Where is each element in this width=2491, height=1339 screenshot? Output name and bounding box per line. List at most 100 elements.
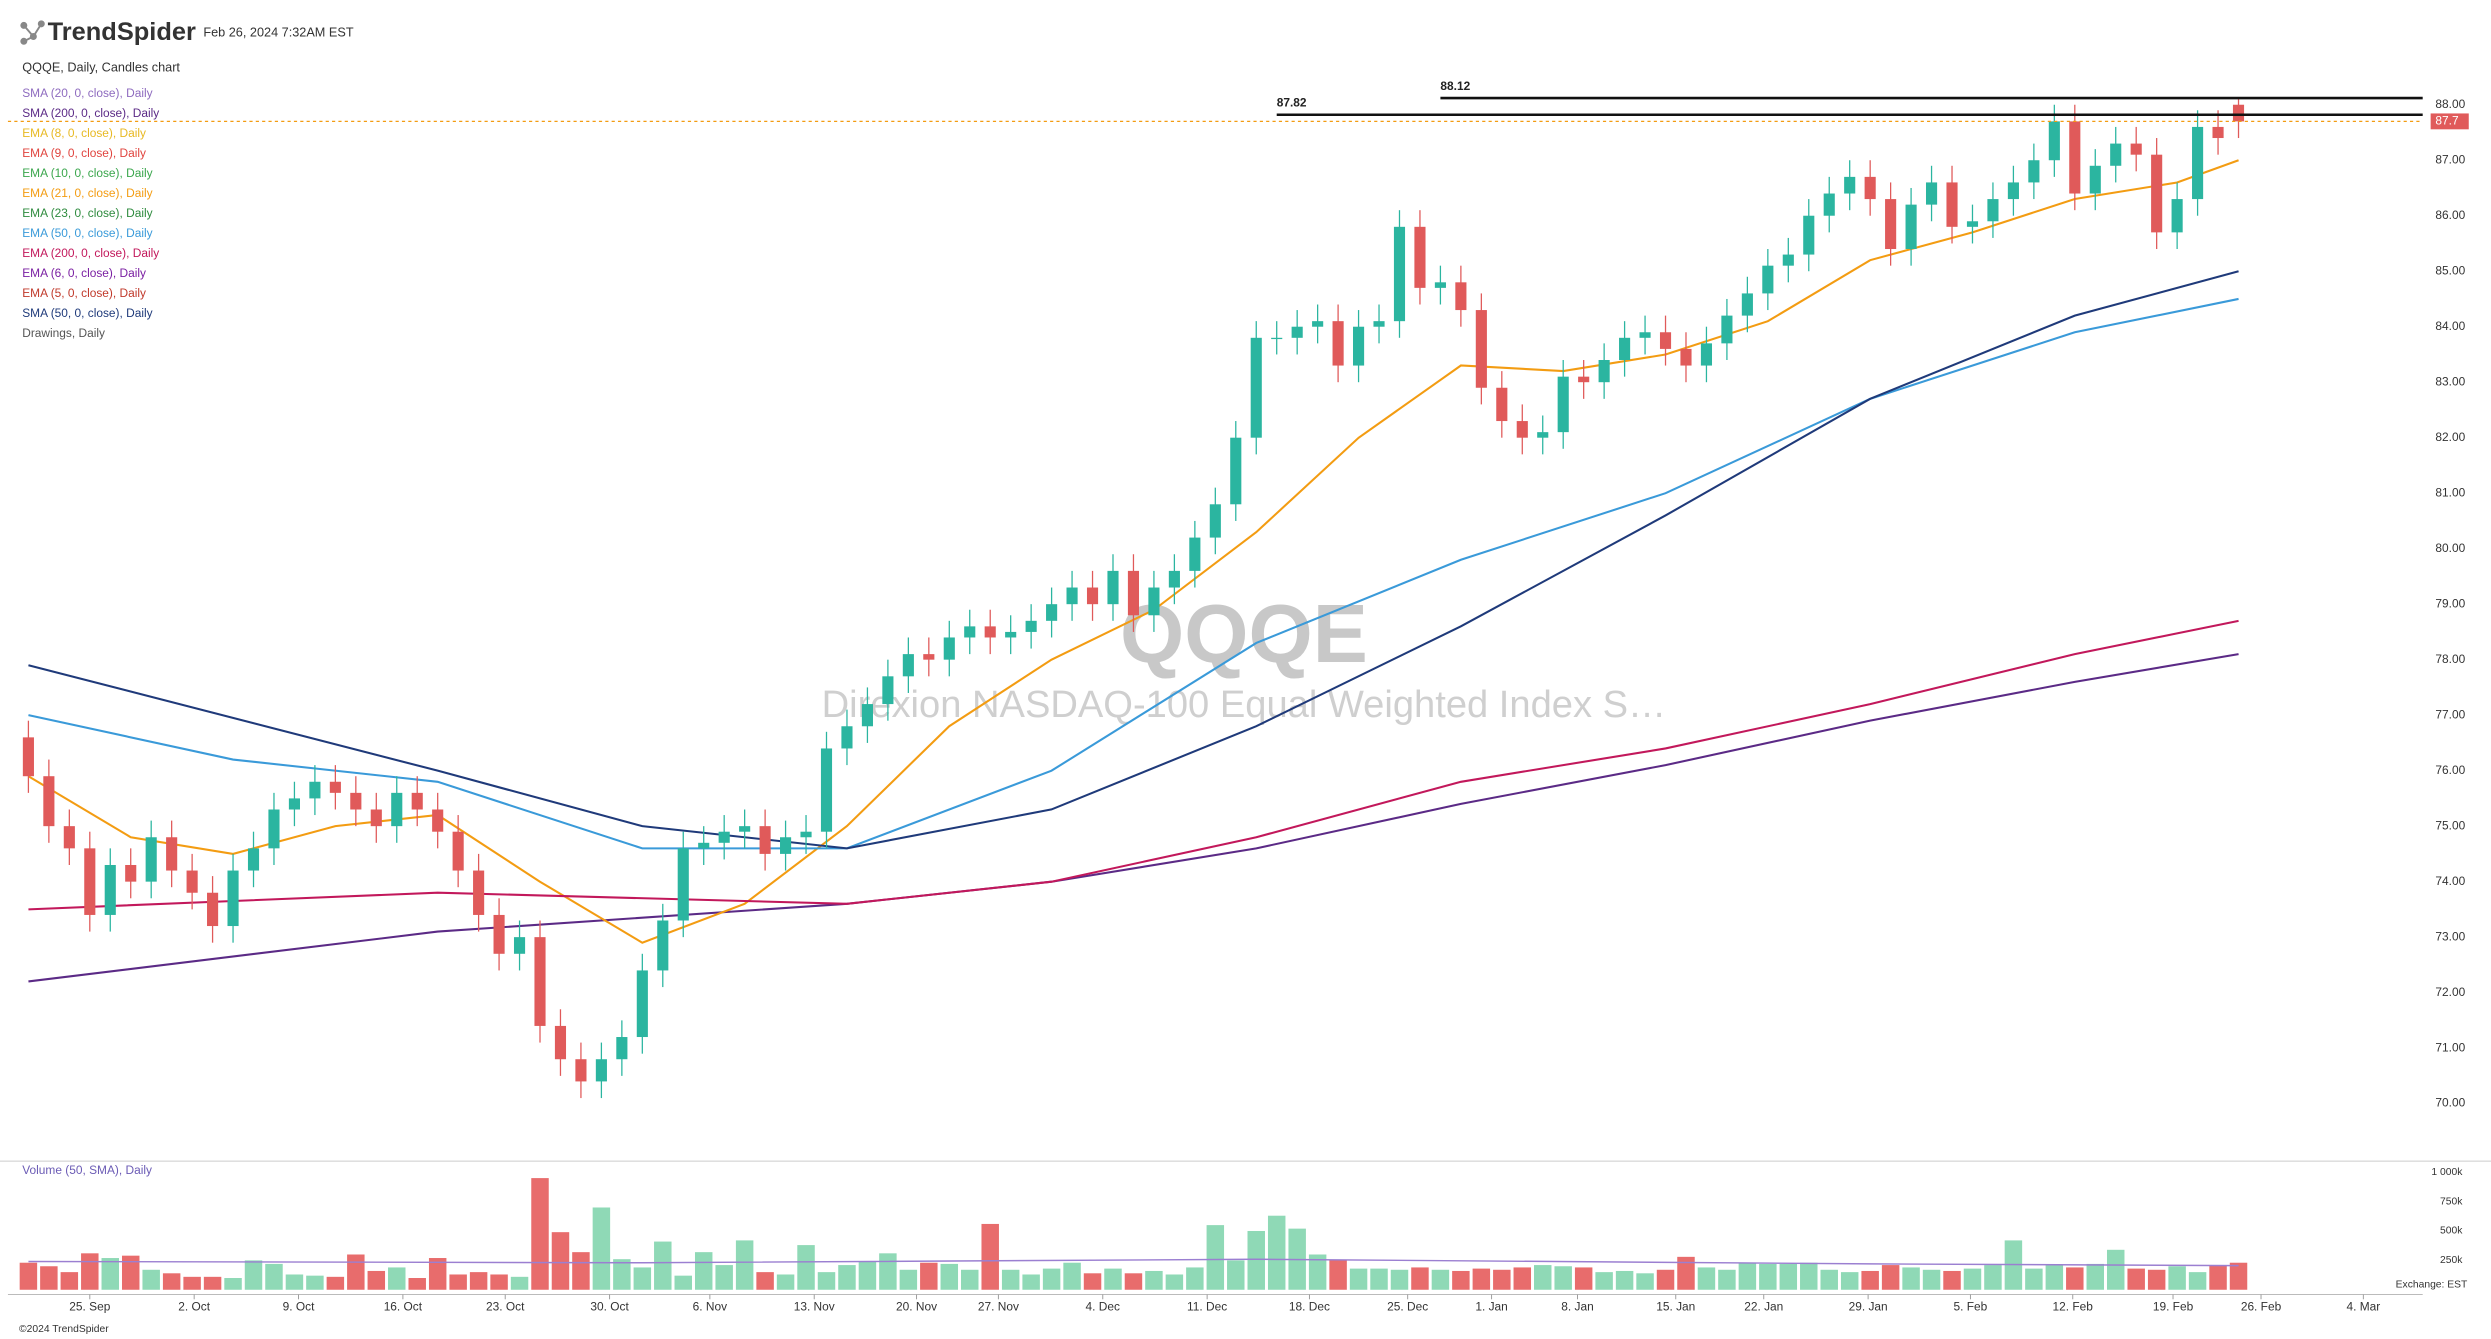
x-tick-label: 30. Oct — [590, 1299, 629, 1313]
candle-body — [616, 1037, 628, 1060]
candle-body — [2130, 143, 2142, 155]
candle-body — [247, 848, 260, 871]
volume-bar — [592, 1207, 611, 1290]
volume-bar — [1595, 1272, 1613, 1290]
candle-body — [1659, 332, 1672, 349]
volume-bar — [1574, 1267, 1593, 1290]
volume-bar — [1104, 1268, 1122, 1290]
candle-body — [1475, 310, 1487, 388]
candle-body — [882, 676, 894, 705]
volume-bar — [1411, 1267, 1429, 1290]
x-tick-label: 22. Jan — [1744, 1299, 1783, 1313]
candle-body — [759, 826, 771, 854]
candle-body — [902, 654, 914, 677]
candle-body — [2151, 154, 2163, 233]
volume-bar — [326, 1276, 345, 1290]
volume-bar — [285, 1274, 304, 1290]
x-tick-label: 19. Feb — [2153, 1299, 2194, 1313]
exchange-note: Exchange: EST — [2396, 1280, 2468, 1291]
legend-entry: SMA (20, 0, close), Daily — [22, 86, 152, 100]
volume-bar — [510, 1276, 529, 1290]
x-tick-label: 4. Dec — [1086, 1299, 1120, 1313]
volume-bar — [2229, 1262, 2248, 1290]
candle-body — [1434, 282, 1446, 288]
x-tick-label: 18. Dec — [1289, 1299, 1330, 1313]
candle-body — [1619, 337, 1631, 361]
candle-body — [1332, 321, 1344, 366]
volume-bar — [1820, 1269, 1838, 1290]
volume-bar — [715, 1265, 733, 1290]
volume-bar — [19, 1262, 38, 1290]
volume-bar — [2209, 1265, 2227, 1290]
volume-bar — [1779, 1263, 1798, 1290]
candle-body — [1046, 604, 1058, 621]
candle-body — [1844, 176, 1856, 194]
volume-tick-label: 1 000k — [2431, 1167, 2463, 1178]
candle-body — [1557, 376, 1569, 433]
candle-body — [820, 748, 833, 832]
volume-bar — [1800, 1262, 1818, 1290]
candle-body — [1066, 587, 1078, 605]
volume-bar — [1718, 1269, 1736, 1290]
volume-bar — [1206, 1225, 1225, 1290]
volume-bar — [735, 1240, 754, 1290]
candle-body — [2192, 126, 2204, 200]
candle-body — [1516, 421, 1528, 438]
candle-body — [1905, 204, 1917, 250]
volume-bar — [817, 1272, 836, 1290]
volume-bar — [1493, 1269, 1511, 1290]
volume-bar — [1513, 1267, 1532, 1290]
candle-body — [309, 781, 321, 799]
candle-body — [1762, 265, 1774, 294]
y-tick-label: 80.00 — [2435, 541, 2465, 555]
legend-entry: EMA (23, 0, close), Daily — [22, 206, 152, 220]
volume-bar — [1308, 1254, 1327, 1290]
volume-bar — [1636, 1273, 1654, 1290]
candle-body — [2089, 165, 2101, 194]
x-tick-label: 12. Feb — [2053, 1299, 2094, 1313]
candle-body — [329, 781, 341, 793]
volume-bar — [2066, 1267, 2084, 1290]
candle-body — [1578, 376, 1590, 383]
candle-body — [1741, 293, 1753, 316]
volume-bar — [940, 1263, 959, 1290]
x-tick-label: 11. Dec — [1187, 1299, 1227, 1313]
candle-body — [473, 870, 485, 915]
logo-icon — [20, 20, 45, 45]
candle-body — [2028, 160, 2040, 183]
volume-bar — [1227, 1260, 1245, 1290]
candle-body — [1885, 199, 1897, 250]
candle-body — [1414, 226, 1426, 288]
volume-bar — [1145, 1270, 1163, 1290]
volume-tick-label: 250k — [2440, 1255, 2463, 1266]
volume-bar — [1615, 1270, 1634, 1290]
volume-bar — [961, 1269, 979, 1290]
candle-body — [2048, 121, 2060, 161]
candle-body — [1148, 587, 1160, 616]
indicator-line — [28, 270, 2239, 850]
volume-bar — [1247, 1230, 1265, 1290]
legend-entry: EMA (9, 0, close), Daily — [22, 146, 146, 160]
y-tick-label: 84.00 — [2435, 319, 2465, 333]
candle-body — [1598, 360, 1610, 383]
candle-body — [207, 892, 219, 927]
candle-body — [145, 837, 157, 882]
x-tick-label: 4. Mar — [2346, 1299, 2380, 1313]
volume-bar — [60, 1272, 79, 1290]
x-tick-label: 8. Jan — [1561, 1299, 1593, 1313]
candle-body — [104, 864, 116, 915]
volume-bar — [654, 1241, 672, 1290]
candle-body — [534, 937, 546, 1026]
candle-body — [780, 837, 792, 854]
chart-label: QQQE, Daily, Candles chart — [22, 61, 180, 75]
candle-body — [861, 704, 873, 727]
volume-bar — [2086, 1263, 2105, 1290]
candle-body — [2069, 121, 2081, 194]
legend-entry: SMA (50, 0, close), Daily — [22, 306, 152, 320]
volume-bar — [1554, 1266, 1572, 1290]
timestamp: Feb 26, 2024 7:32AM EST — [203, 26, 353, 40]
y-tick-label: 72.00 — [2435, 985, 2465, 999]
candle-body — [1864, 176, 1876, 200]
volume-bar — [1840, 1272, 1859, 1290]
